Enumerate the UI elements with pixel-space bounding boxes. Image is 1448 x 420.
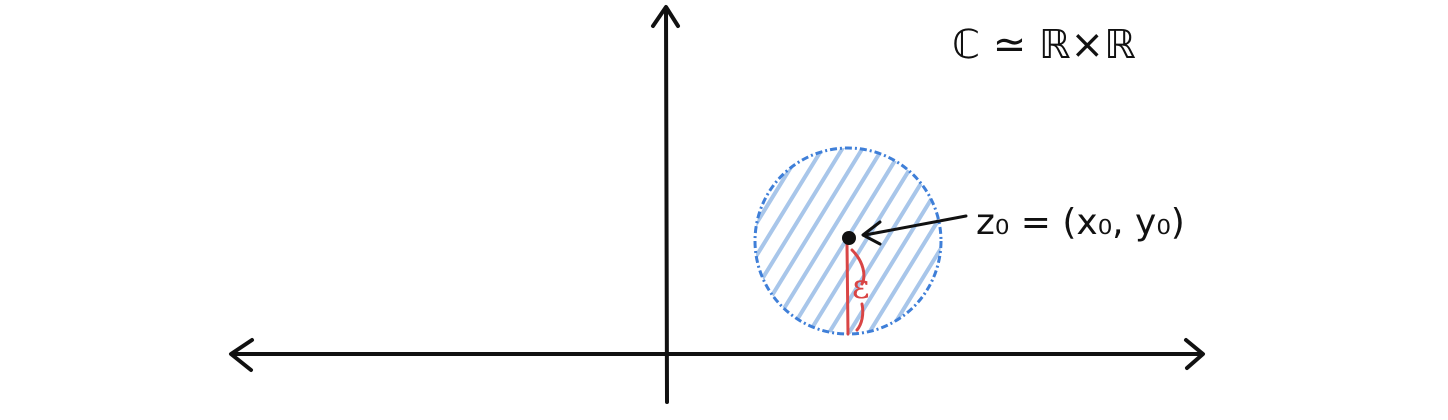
real-axis [229, 338, 1205, 372]
pointer-arrow [861, 214, 968, 246]
disk-hatching [755, 148, 941, 334]
center-point [842, 231, 856, 245]
real-axis-right-arrowhead [1184, 338, 1205, 370]
radius-label: ε [852, 267, 870, 307]
complex-plane-label: ℂ ≃ ℝ×ℝ [952, 22, 1136, 68]
radius-brace [850, 248, 866, 332]
radius-line [845, 242, 850, 336]
point-label: z₀ = (x₀, y₀) [976, 202, 1185, 243]
radius-marker [845, 242, 866, 336]
imaginary-axis-arrowhead [651, 5, 680, 28]
real-axis-left-arrowhead [229, 338, 254, 372]
imaginary-axis [651, 5, 680, 404]
